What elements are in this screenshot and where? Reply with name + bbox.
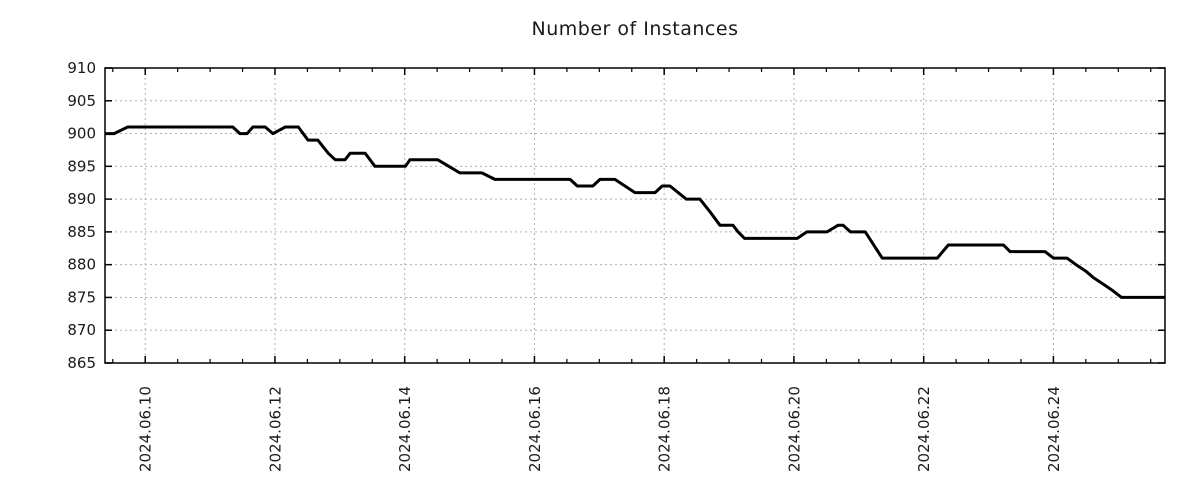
y-tick-label: 870	[67, 321, 96, 339]
y-tick-label: 895	[67, 157, 96, 175]
y-tick-label: 880	[67, 256, 96, 274]
y-tick-label: 890	[67, 190, 96, 208]
x-tick-label: 2024.06.16	[526, 386, 544, 472]
x-tick-label: 2024.06.24	[1045, 386, 1063, 472]
y-tick-label: 905	[67, 92, 96, 110]
y-tick-label: 865	[67, 354, 96, 372]
x-tick-label: 2024.06.12	[266, 386, 284, 472]
y-tick-label: 875	[67, 288, 96, 306]
y-tick-label: 885	[67, 223, 96, 241]
x-tick-label: 2024.06.14	[396, 386, 414, 472]
x-tick-label: 2024.06.18	[656, 386, 674, 472]
chart-title: Number of Instances	[531, 18, 739, 40]
series-instances	[105, 125, 1165, 299]
x-tick-label: 2024.06.22	[915, 386, 933, 472]
x-tick-label: 2024.06.20	[785, 386, 803, 472]
y-tick-label: 910	[67, 59, 96, 77]
x-tick-label: 2024.06.10	[137, 386, 155, 472]
y-tick-label: 900	[67, 125, 96, 143]
plot-border	[104, 67, 1166, 364]
